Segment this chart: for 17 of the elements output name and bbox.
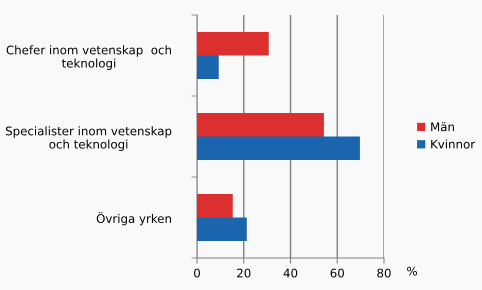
y-tick-label: Specialister inom vetenskap och teknologi — [6, 126, 172, 151]
y-tick-label: Chefer inom vetenskap och teknologi — [6, 45, 171, 70]
bar — [197, 218, 247, 241]
x-tick-label: 20 — [237, 268, 250, 278]
y-tick-label: Övriga yrken — [96, 212, 171, 226]
legend-label: Män — [431, 122, 454, 132]
x-axis-title: % — [407, 266, 418, 276]
legend-label: Kvinnor — [431, 139, 476, 149]
bar — [197, 113, 324, 136]
bar — [197, 194, 233, 218]
x-tick-label: 60 — [330, 268, 344, 278]
x-tick-label: 40 — [284, 268, 298, 278]
bar — [197, 32, 269, 56]
x-tick-label: 80 — [377, 268, 391, 278]
bar — [197, 56, 219, 79]
x-tick-label: 0 — [194, 268, 200, 278]
bar — [197, 136, 360, 160]
